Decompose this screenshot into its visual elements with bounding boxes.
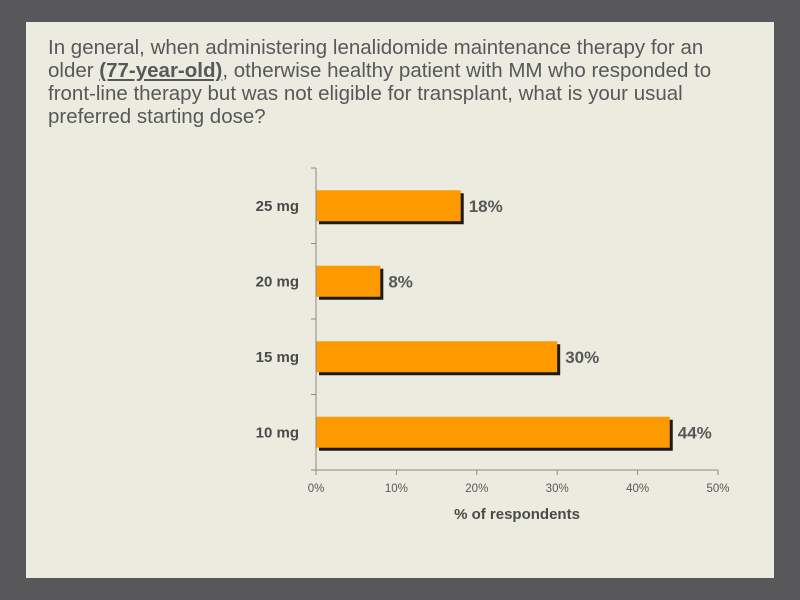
question-text: In general, when administering lenalidom…	[48, 36, 748, 128]
value-label: 18%	[469, 197, 503, 216]
x-tick-label: 20%	[465, 483, 488, 495]
category-label: 15 mg	[256, 349, 299, 366]
x-tick-label: 30%	[546, 483, 569, 495]
slide-panel: In general, when administering lenalidom…	[26, 22, 774, 578]
value-label: 44%	[678, 423, 712, 442]
x-tick-label: 40%	[626, 483, 649, 495]
category-label: 25 mg	[256, 198, 299, 215]
x-axis-title: % of respondents	[454, 506, 580, 523]
question-text-before: In general, when administering lenalidom…	[48, 36, 704, 82]
x-tick-label: 50%	[706, 483, 729, 495]
category-label: 10 mg	[256, 424, 299, 441]
bar	[316, 341, 558, 373]
category-label: 20 mg	[256, 273, 299, 290]
x-tick-label: 0%	[308, 483, 325, 495]
question-text-after: , otherwise healthy patient with MM who …	[48, 59, 712, 128]
value-label: 30%	[565, 348, 599, 367]
bar	[316, 416, 670, 448]
question-emphasis: (77-year-old)	[99, 59, 223, 82]
bar	[316, 265, 381, 297]
value-label: 8%	[388, 272, 413, 291]
x-tick-label: 10%	[385, 483, 408, 495]
bar	[316, 190, 461, 222]
